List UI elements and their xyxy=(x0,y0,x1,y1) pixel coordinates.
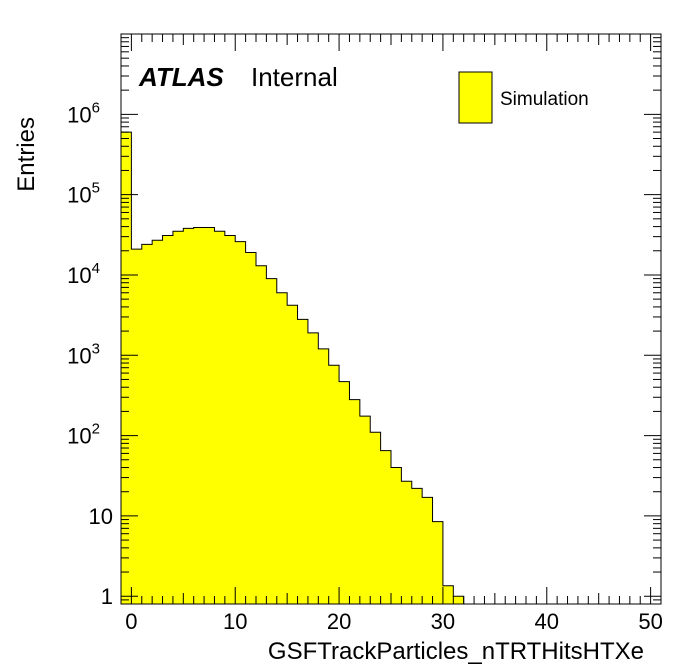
legend-label-simulation: Simulation xyxy=(500,89,589,110)
internal-label: Internal xyxy=(251,62,338,92)
legend-swatch-simulation xyxy=(458,71,493,124)
x-tick-label: 0 xyxy=(125,609,137,634)
y-tick-label: 103 xyxy=(67,340,100,368)
axis-ticks xyxy=(121,33,661,605)
y-axis-title: Entries xyxy=(13,117,40,192)
y-tick-label: 102 xyxy=(67,421,100,449)
x-tick-label: 30 xyxy=(431,609,455,634)
x-tick-label: 20 xyxy=(327,609,351,634)
x-tick-label: 40 xyxy=(535,609,559,634)
x-axis-title: GSFTrackParticles_nTRTHitsHTXe xyxy=(268,638,644,665)
atlas-label: ATLAS xyxy=(138,62,224,92)
y-tick-label: 10 xyxy=(89,504,113,529)
y-tick-label: 106 xyxy=(67,99,100,127)
y-tick-label: 105 xyxy=(67,180,100,208)
histogram-area xyxy=(120,131,465,605)
y-tick-labels: 1 10 102 103 104 105 106 xyxy=(67,99,113,609)
x-tick-label: 50 xyxy=(638,609,662,634)
y-tick-label: 1 xyxy=(101,584,113,609)
x-tick-labels: 0 10 20 30 40 50 xyxy=(125,609,663,634)
x-tick-label: 10 xyxy=(223,609,247,634)
y-tick-label: 104 xyxy=(67,260,100,288)
